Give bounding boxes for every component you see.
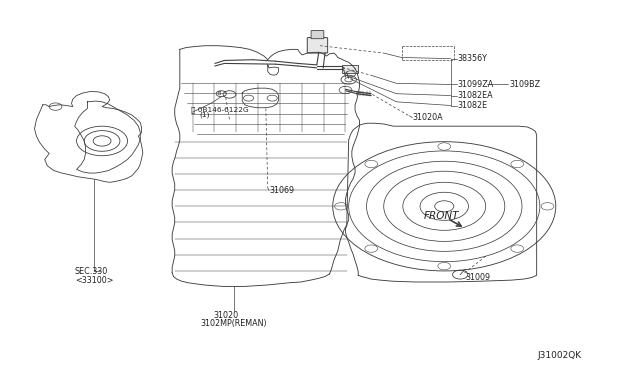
FancyBboxPatch shape [342, 65, 358, 73]
Text: 31082E: 31082E [457, 101, 487, 110]
Text: FRONT: FRONT [423, 211, 459, 221]
Text: 3102MP(REMAN): 3102MP(REMAN) [200, 319, 267, 328]
Text: (1): (1) [199, 112, 209, 118]
FancyBboxPatch shape [307, 38, 328, 53]
Text: B: B [218, 91, 221, 96]
Text: 31009: 31009 [465, 273, 490, 282]
Text: 31069: 31069 [269, 186, 294, 195]
Text: 31099ZA: 31099ZA [457, 80, 493, 89]
Text: Ⓑ 0B146-6122G: Ⓑ 0B146-6122G [191, 106, 249, 112]
Text: SEC.330: SEC.330 [75, 267, 108, 276]
Text: 31082EA: 31082EA [457, 91, 493, 100]
FancyBboxPatch shape [311, 31, 324, 39]
Text: 38356Y: 38356Y [457, 54, 487, 63]
Text: 3109BZ: 3109BZ [509, 80, 540, 89]
Text: 31020A: 31020A [412, 113, 443, 122]
Text: J31002QK: J31002QK [538, 351, 582, 360]
Text: 31020: 31020 [213, 311, 238, 320]
Text: <33100>: <33100> [75, 276, 113, 285]
